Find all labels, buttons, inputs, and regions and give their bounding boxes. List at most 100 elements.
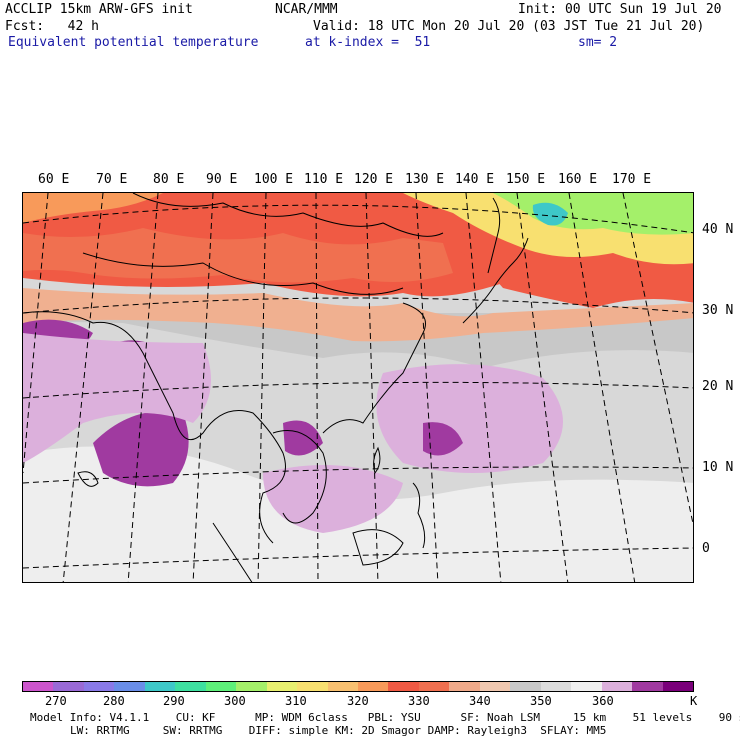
longitude-line <box>622 193 693 526</box>
field-name: Equivalent potential temperature <box>8 35 259 50</box>
coastline-sakhalin <box>487 197 501 274</box>
longitude-line <box>192 193 214 582</box>
latitude-line <box>23 204 693 234</box>
field-purple-patch <box>283 420 323 456</box>
colorbar-swatch <box>601 682 633 691</box>
longitude-line <box>365 193 379 582</box>
lon-label: 60 E <box>38 172 70 187</box>
colorbar-swatch <box>449 682 480 691</box>
lon-label: 120 E <box>354 172 394 187</box>
title-center: NCAR/MMM <box>275 2 338 17</box>
coastline-japan <box>462 237 529 324</box>
lon-label: 160 E <box>558 172 598 187</box>
field-orange-red-patches <box>23 228 453 283</box>
coastline-sumatra <box>212 522 253 582</box>
lat-label: 30 N <box>702 303 734 318</box>
colorbar-swatch <box>53 682 84 691</box>
field-salmon-band <box>23 288 693 342</box>
coastline-sri-lanka <box>77 471 99 487</box>
longitude-line <box>465 193 502 582</box>
lon-label: 150 E <box>506 172 546 187</box>
latitude-line <box>23 381 693 399</box>
longitude-line <box>23 193 49 474</box>
lat-label: 0 <box>702 541 710 556</box>
border-northern-asia <box>132 193 444 237</box>
colorbar-swatch <box>175 682 206 691</box>
coastline-borneo <box>352 529 404 566</box>
colorbar-label: 330 <box>408 694 430 708</box>
model-info-line1: Model Info: V4.1.1 CU: KF MP: WDM 6class… <box>30 711 740 724</box>
coastline-china <box>322 302 426 434</box>
longitude-line <box>62 193 104 582</box>
colorbar-swatch <box>144 682 176 691</box>
colorbar-unit: K <box>690 694 698 708</box>
longitude-line <box>315 193 319 582</box>
model-info-line2: LW: RRTMG SW: RRTMG DIFF: simple KM: 2D … <box>70 724 607 737</box>
valid-time: Valid: 18 UTC Mon 20 Jul 20 (03 JST Tue … <box>313 19 705 34</box>
init-time: Init: 00 UTC Sun 19 Jul 20 <box>518 2 722 17</box>
colorbar-label: 290 <box>163 694 185 708</box>
colorbar-swatch <box>114 682 145 691</box>
colorbar-swatch <box>632 682 663 691</box>
colorbar-label: 320 <box>347 694 369 708</box>
lon-label: 100 E <box>254 172 294 187</box>
field-bay-of-bengal-purple <box>93 411 189 487</box>
k-index: at k-index = 51 <box>305 35 431 50</box>
lat-label: 10 N <box>702 460 734 475</box>
field-orange-corner <box>23 193 163 223</box>
colorbar-swatch <box>479 682 511 691</box>
colorbar-swatch <box>23 682 54 691</box>
smoothing: sm= 2 <box>578 35 618 50</box>
colorbar-swatch <box>236 682 267 691</box>
colorbar-swatch <box>327 682 358 691</box>
colorbar-swatch <box>205 682 237 691</box>
longitude-line <box>516 193 569 582</box>
longitude-line <box>415 193 439 582</box>
latitude-line <box>23 297 693 314</box>
colorbar-swatch <box>540 682 572 691</box>
lon-label: 170 E <box>612 172 652 187</box>
colorbar-label: 340 <box>469 694 491 708</box>
field-purple-patch <box>423 422 463 456</box>
colorbar-label: 300 <box>224 694 246 708</box>
lon-label: 110 E <box>304 172 344 187</box>
latitude-line <box>23 547 693 569</box>
longitude-line <box>127 193 159 582</box>
field-scs-lilac <box>263 465 403 533</box>
colorbar <box>22 681 694 692</box>
colorbar-label: 280 <box>103 694 125 708</box>
colorbar-label: 270 <box>45 694 67 708</box>
lon-label: 90 E <box>206 172 238 187</box>
field-cyan-patch <box>532 202 568 226</box>
lon-label: 130 E <box>405 172 445 187</box>
map-graphic <box>23 193 693 582</box>
field-lilac-region <box>23 333 211 463</box>
colorbar-swatch <box>662 682 693 691</box>
lat-label: 20 N <box>702 379 734 394</box>
colorbar-label: 310 <box>285 694 307 708</box>
longitude-line <box>257 193 267 582</box>
border-central-asia <box>82 252 404 295</box>
colorbar-swatch <box>297 682 328 691</box>
colorbar-swatch <box>418 682 450 691</box>
colorbar-swatch <box>266 682 298 691</box>
colorbar-swatch <box>510 682 541 691</box>
colorbar-label: 360 <box>592 694 614 708</box>
field-pacific-lilac <box>376 364 563 473</box>
colorbar-swatch <box>357 682 389 691</box>
longitude-line <box>568 193 636 582</box>
lon-label: 140 E <box>455 172 495 187</box>
graticule <box>23 193 693 582</box>
latitude-line <box>23 466 693 484</box>
colorbar-swatch <box>83 682 115 691</box>
forecast-hour: Fcst: 42 h <box>5 19 99 34</box>
lat-label: 40 N <box>702 222 734 237</box>
theta-e-map <box>22 192 694 583</box>
title-left: ACCLIP 15km ARW-GFS init <box>5 2 193 17</box>
colorbar-swatch <box>388 682 419 691</box>
colorbar-swatch <box>571 682 602 691</box>
coastline-indochina <box>272 430 327 524</box>
colorbar-label: 350 <box>530 694 552 708</box>
coastline-philippines <box>412 482 426 549</box>
lon-label: 80 E <box>153 172 185 187</box>
